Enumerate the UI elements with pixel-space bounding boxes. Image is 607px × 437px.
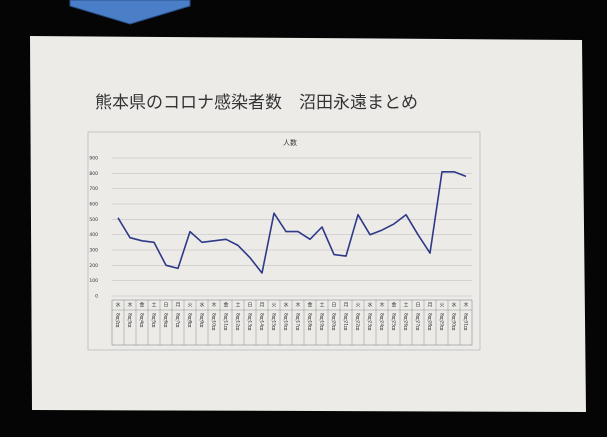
weekday-label: 金 (307, 302, 312, 309)
weekday-label: 火 (271, 303, 276, 309)
x-tick-label: 8月7日 (175, 313, 181, 329)
x-tick-label: 8月12日 (235, 313, 241, 332)
weekday-label: 木 (463, 302, 468, 309)
arrow-shape (69, 0, 191, 25)
weekday-label: 土 (403, 302, 408, 309)
x-tick-label: 8月23日 (367, 313, 373, 332)
weekday-label: 日 (331, 303, 336, 309)
x-tick-label: 8月18日 (307, 313, 313, 332)
chart-frame (87, 131, 481, 351)
x-tick-label: 8月16日 (283, 313, 289, 332)
weekday-label: 水 (115, 302, 120, 309)
weekday-label: 火 (187, 303, 192, 309)
line-series (117, 171, 467, 274)
weekday-label: 月 (343, 303, 348, 309)
weekday-label: 火 (355, 303, 360, 309)
weekday-label: 月 (259, 303, 264, 309)
x-tick-label: 8月25日 (391, 313, 397, 332)
x-tick-label: 8月2日 (115, 313, 121, 329)
x-tick-label: 8月6日 (163, 313, 169, 329)
weekday-label: 日 (415, 303, 420, 309)
y-tick-label: 800 (89, 171, 98, 177)
y-tick-label: 300 (89, 248, 98, 254)
weekday-label: 土 (151, 302, 156, 309)
y-tick-label: 500 (89, 217, 98, 223)
weekday-label: 月 (427, 303, 432, 309)
x-tick-label: 8月17日 (295, 313, 301, 332)
weekday-label: 水 (283, 302, 288, 309)
weekday-label: 木 (211, 302, 216, 309)
weekday-label: 木 (127, 302, 132, 309)
x-tick-label: 8月15日 (271, 313, 277, 332)
x-tick-label: 8月8日 (187, 313, 193, 329)
x-tick-label: 8月30日 (451, 313, 457, 332)
x-tick-label: 8月3日 (127, 313, 133, 329)
weekday-label: 金 (139, 302, 144, 309)
x-tick-label: 8月19日 (319, 313, 325, 332)
page-title: 熊本県のコロナ感染者数 沼田永遠まとめ (95, 93, 418, 113)
weekday-label: 水 (199, 302, 204, 309)
x-tick-label: 8月4日 (139, 313, 145, 329)
y-tick-label: 900 (89, 156, 98, 162)
y-tick-label: 700 (89, 186, 98, 192)
weekday-label: 金 (223, 302, 228, 309)
weekday-label: 月 (175, 303, 180, 309)
y-tick-label: 100 (89, 278, 98, 284)
weekday-label: 土 (235, 302, 240, 309)
x-tick-label: 8月20日 (331, 313, 337, 332)
weekday-label: 火 (439, 303, 444, 309)
x-tick-label: 8月13日 (247, 313, 253, 332)
weekday-label: 木 (295, 302, 300, 309)
x-tick-label: 8月29日 (439, 313, 445, 332)
y-tick-label: 400 (89, 232, 98, 238)
weekday-label: 木 (379, 302, 384, 309)
x-tick-label: 8月21日 (343, 313, 349, 332)
x-tick-label: 8月9日 (199, 313, 205, 329)
x-tick-label: 8月31日 (463, 313, 469, 332)
weekday-label: 水 (367, 302, 372, 309)
x-tick-label: 8月27日 (415, 313, 421, 332)
x-tick-label: 8月24日 (379, 313, 385, 332)
x-tick-label: 8月22日 (355, 313, 361, 332)
x-tick-label: 8月5日 (151, 313, 157, 329)
weekday-label: 土 (319, 302, 324, 309)
y-tick-label: 0 (95, 294, 98, 300)
y-tick-label: 200 (89, 263, 98, 269)
x-tick-label: 8月14日 (259, 313, 265, 332)
weekday-label: 日 (163, 303, 168, 309)
x-tick-label: 8月10日 (211, 313, 217, 332)
x-tick-label: 8月11日 (223, 313, 229, 332)
weekday-label: 金 (391, 302, 396, 309)
weekday-label: 水 (451, 302, 456, 309)
y-tick-label: 600 (89, 202, 98, 208)
x-tick-label: 8月28日 (427, 313, 433, 332)
weekday-label: 日 (247, 303, 252, 309)
x-tick-label: 8月26日 (403, 313, 409, 332)
chart-title: 人数 (283, 138, 297, 147)
paper (30, 36, 586, 412)
